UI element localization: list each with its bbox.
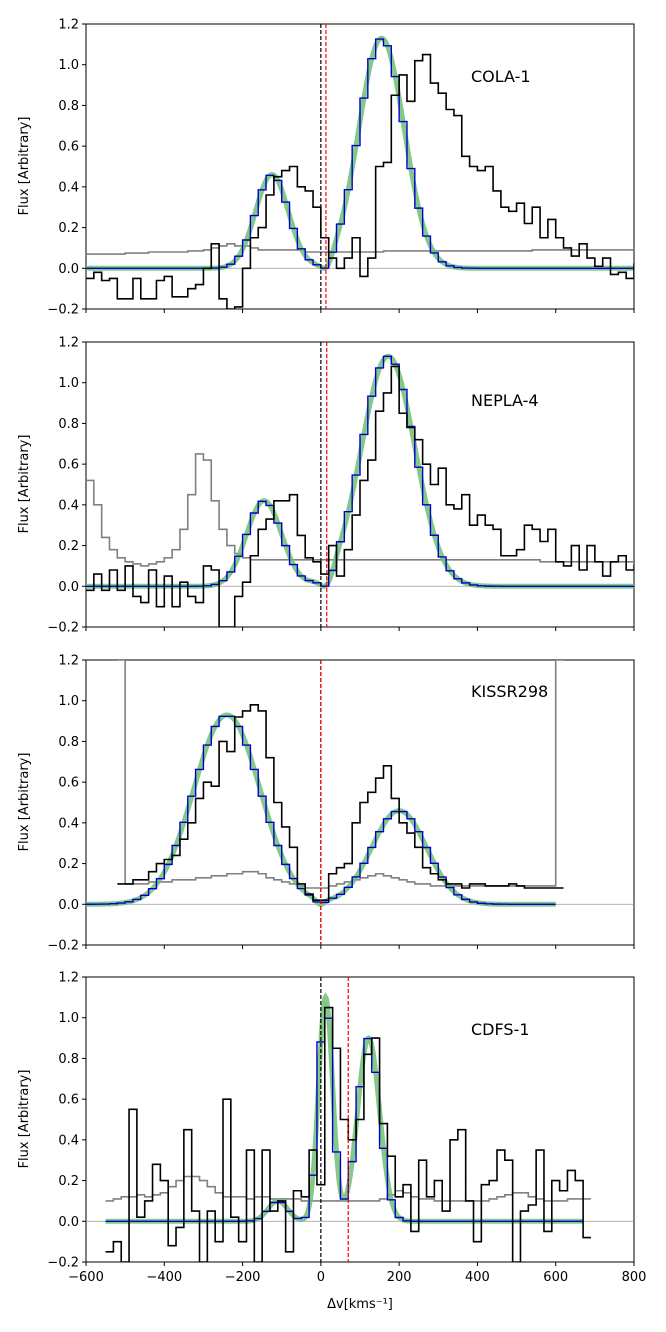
data-spectrum	[117, 703, 564, 902]
y-tick-label: 0.6	[58, 776, 79, 791]
panel-2-frame	[85, 341, 635, 628]
data-spectrum	[86, 53, 634, 309]
y-tick-label: 0.4	[58, 180, 79, 195]
y-tick-label: 0.0	[58, 262, 79, 277]
y-tick-label: −0.2	[47, 1256, 79, 1271]
x-tick-label: −200	[225, 1270, 261, 1285]
y-tick-label: 1.0	[58, 1011, 79, 1026]
y-tick-label: 0.6	[58, 458, 79, 473]
y-tick-label: 1.2	[58, 18, 79, 33]
panel-4: CDFS-1 Flux [Arbitrary] −0.2 0.0 0.2 0.4 0.6…	[17, 971, 646, 1286]
panel-2-y-axis-label: Flux [Arbitrary]	[17, 435, 32, 534]
panel-3-x-ticks	[85, 945, 635, 949]
y-tick-label: 0.4	[58, 1133, 79, 1148]
y-tick-label: 0.0	[58, 1215, 79, 1230]
y-tick-label: 0.8	[58, 1052, 79, 1067]
y-tick-label: 0.2	[58, 221, 79, 236]
x-tick-label: 600	[543, 1270, 568, 1285]
model-binned-line	[86, 38, 634, 269]
data-spectrum	[86, 365, 634, 627]
panel-3-y-ticks: −0.2 0.0 0.2 0.4 0.6 0.8 1.0 1.2	[47, 654, 86, 954]
panel-2-plot	[86, 342, 634, 627]
panel-2-series	[86, 342, 634, 627]
model-binned-line	[105, 1017, 584, 1222]
error-spectrum	[117, 660, 564, 889]
y-tick-label: 0.2	[58, 539, 79, 554]
panel-4-plot	[86, 977, 634, 1262]
x-axis-label: Δv[kms⁻¹]	[327, 1297, 393, 1312]
y-tick-label: 0.0	[58, 898, 79, 913]
x-tick-label: 400	[465, 1270, 490, 1285]
panel-4-y-axis-label: Flux [Arbitrary]	[17, 1070, 32, 1169]
x-tick-label: 200	[387, 1270, 412, 1285]
panel-1: COLA-1 Flux [Arbitrary] −0.2 0.0 0.2 0.4 0.6…	[17, 18, 635, 318]
panel-2: NEPLA-4 Flux [Arbitrary] −0.2 0.0 0.2 0.4 0.…	[17, 336, 635, 636]
error-spectrum	[105, 1175, 591, 1202]
panel-1-plot	[86, 24, 634, 309]
y-tick-label: 1.2	[58, 654, 79, 669]
x-tick-label: −600	[68, 1270, 104, 1285]
y-tick-label: 0.0	[58, 580, 79, 595]
panel-4-frame	[85, 976, 635, 1263]
panel-2-y-ticks: −0.2 0.0 0.2 0.4 0.6 0.8 1.0 1.2	[47, 336, 86, 636]
panel-3: KISSR298 Flux [Arbitrary] −0.2 0.0 0.2 0.4 0…	[17, 654, 635, 954]
y-tick-label: −0.2	[47, 621, 79, 636]
panel-2-label: NEPLA-4	[471, 391, 539, 410]
y-tick-label: 0.2	[58, 857, 79, 872]
model-smooth-line	[86, 712, 556, 907]
y-tick-label: −0.2	[47, 939, 79, 954]
y-tick-label: 1.2	[58, 336, 79, 351]
panel-4-series	[86, 977, 634, 1262]
y-tick-label: −0.2	[47, 303, 79, 318]
y-tick-label: 0.2	[58, 1174, 79, 1189]
y-tick-label: 1.0	[58, 694, 79, 709]
y-tick-label: 0.8	[58, 417, 79, 432]
panel-1-x-ticks	[85, 309, 635, 313]
y-tick-label: 0.6	[58, 1093, 79, 1108]
y-tick-label: 0.4	[58, 498, 79, 513]
panel-4-label: CDFS-1	[471, 1020, 530, 1039]
panel-3-series	[86, 660, 634, 945]
y-tick-label: 0.8	[58, 735, 79, 750]
x-tick-label: −400	[146, 1270, 182, 1285]
x-tick-label: 0	[317, 1270, 325, 1285]
x-tick-label: 800	[622, 1270, 647, 1285]
panel-3-label: KISSR298	[471, 682, 548, 701]
panel-2-x-ticks	[85, 627, 635, 631]
panel-3-frame	[85, 659, 635, 946]
panel-3-y-axis-label: Flux [Arbitrary]	[17, 753, 32, 852]
y-tick-label: 1.0	[58, 58, 79, 73]
panel-4-y-ticks: −0.2 0.0 0.2 0.4 0.6 0.8 1.0 1.2	[47, 971, 86, 1271]
y-tick-label: 0.6	[58, 140, 79, 155]
panel-3-plot	[86, 660, 634, 945]
y-tick-label: 0.8	[58, 99, 79, 114]
panel-1-frame	[85, 23, 635, 310]
y-tick-label: 1.0	[58, 376, 79, 391]
panel-4-x-ticks: −600 −400 −200 0 200 400 600 800	[68, 1262, 646, 1285]
panel-1-label: COLA-1	[471, 67, 531, 86]
model-binned-line	[86, 355, 634, 587]
error-spectrum	[86, 243, 634, 255]
panel-1-y-axis-label: Flux [Arbitrary]	[17, 117, 32, 216]
y-tick-label: 0.4	[58, 816, 79, 831]
model-smooth-line	[86, 35, 634, 271]
y-tick-label: 1.2	[58, 971, 79, 986]
panel-1-series	[86, 24, 634, 309]
panel-1-y-ticks: −0.2 0.0 0.2 0.4 0.6 0.8 1.0 1.2	[47, 18, 86, 318]
error-spectrum	[86, 453, 634, 567]
